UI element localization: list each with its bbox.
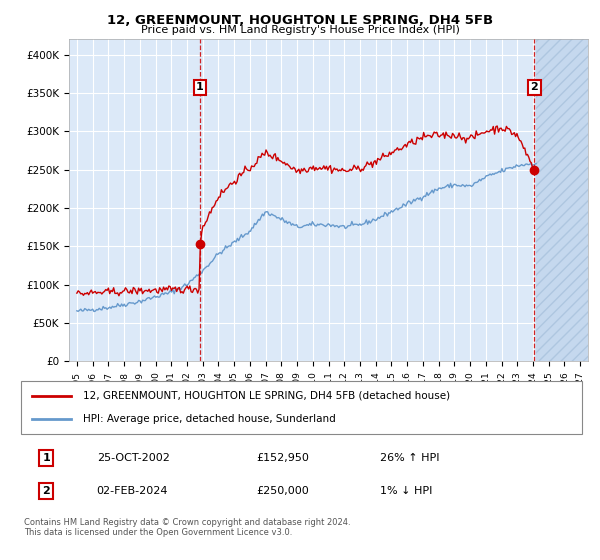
Text: 1: 1	[43, 453, 50, 463]
Text: £250,000: £250,000	[257, 486, 310, 496]
Bar	[536, 39, 588, 361]
Text: 12, GREENMOUNT, HOUGHTON LE SPRING, DH4 5FB (detached house): 12, GREENMOUNT, HOUGHTON LE SPRING, DH4 …	[83, 391, 450, 401]
Text: Contains HM Land Registry data © Crown copyright and database right 2024.
This d: Contains HM Land Registry data © Crown c…	[24, 518, 350, 538]
Text: 26% ↑ HPI: 26% ↑ HPI	[380, 453, 440, 463]
Text: 2: 2	[530, 82, 538, 92]
Text: Price paid vs. HM Land Registry's House Price Index (HPI): Price paid vs. HM Land Registry's House …	[140, 25, 460, 35]
Text: 12, GREENMOUNT, HOUGHTON LE SPRING, DH4 5FB: 12, GREENMOUNT, HOUGHTON LE SPRING, DH4 …	[107, 14, 493, 27]
FancyBboxPatch shape	[21, 381, 582, 434]
Text: HPI: Average price, detached house, Sunderland: HPI: Average price, detached house, Sund…	[83, 414, 335, 424]
Text: 1% ↓ HPI: 1% ↓ HPI	[380, 486, 433, 496]
Bar	[536, 39, 588, 361]
Text: 25-OCT-2002: 25-OCT-2002	[97, 453, 170, 463]
Text: 02-FEB-2024: 02-FEB-2024	[97, 486, 168, 496]
Text: 1: 1	[196, 82, 204, 92]
Text: £152,950: £152,950	[257, 453, 310, 463]
Text: 2: 2	[43, 486, 50, 496]
